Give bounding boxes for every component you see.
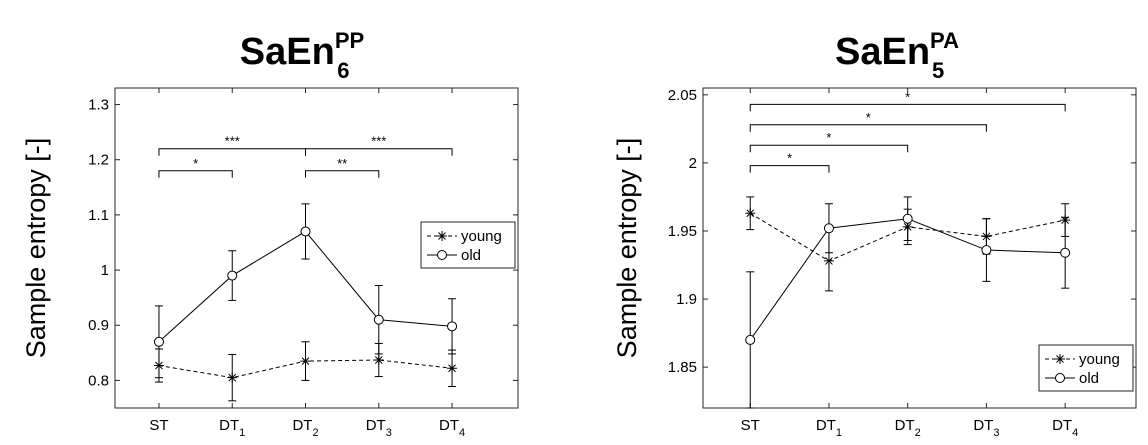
chart-panel-2: SaEnPA 5 1.85 1.9 1.95 2 2.05 Sample entropy [-… [612,28,1137,439]
significance-label: ** [337,156,347,171]
bracket-line [158,148,307,156]
significance-label: * [193,156,198,171]
x-tick-label: DT4 [1052,417,1078,439]
legend-box [420,221,516,269]
legend-box [1038,344,1134,392]
x-tick-label: DT1 [219,417,245,439]
series-old [745,196,1071,409]
significance-label: *** [371,134,386,149]
x-tick-label: DT4 [439,417,465,439]
data-point [227,270,238,281]
y-tick-label: 1.95 [668,223,697,240]
x-tick-label: ST [149,417,168,434]
legend-marker [1055,373,1065,383]
x-tick-label: ST [741,417,760,434]
significance-label: * [826,130,831,145]
legend-label: old [461,247,481,264]
y-tick-label: 2 [689,155,697,172]
plot-area [114,87,519,409]
x-tick-label: DT2 [895,417,921,439]
data-point [227,372,238,383]
data-point [902,213,913,224]
significance-bracket: *** [305,134,453,156]
data-point [153,336,164,347]
data-point [823,255,834,266]
data-point [981,245,992,256]
y-tick-label: 0.9 [88,317,109,334]
legend: young old [1038,344,1134,392]
y-tick-label: 1.3 [88,97,109,114]
bracket-line [749,103,1066,112]
bracket-line [749,165,830,173]
y-tick-label: 1 [101,262,109,279]
data-point [745,334,756,345]
y-tick-label: 1.85 [668,359,697,376]
legend-label: young [1079,351,1120,368]
legend-marker [437,250,447,260]
data-point [373,355,384,365]
data-point [1060,247,1071,258]
data-point [447,321,458,332]
bracket-line [749,124,987,132]
legend: young old [420,221,516,269]
y-tick-label: 2.05 [668,87,697,104]
significance-bracket: * [749,130,909,153]
x-tick-label: DT2 [292,417,318,439]
significance-bracket: * [749,89,1066,112]
x-tick-label: DT3 [366,417,392,439]
data-point [745,208,756,219]
series-young [153,341,458,402]
legend-marker [1055,354,1065,364]
significance-label: * [866,110,871,125]
y-tick-label: 1.9 [676,291,697,308]
data-point [300,226,311,237]
y-tick-label: 0.8 [88,372,109,389]
significance-bracket: * [749,110,987,132]
data-point [300,356,311,367]
x-tick-label: DT3 [973,417,999,439]
y-tick-label: 1.2 [88,152,109,169]
plot-area [702,87,1137,409]
data-point [823,223,834,234]
series-old [153,203,458,379]
data-point [373,314,384,325]
y-tick-label: 1.1 [88,207,109,224]
y-axis-label: Sample entropy [-] [21,138,51,359]
chart-title: SaEnPA 5 [835,28,959,83]
bracket-line [158,170,233,178]
bracket-line [749,144,909,153]
significance-bracket: *** [158,134,307,156]
significance-bracket: ** [305,156,380,178]
legend-label: young [461,228,502,245]
significance-label: * [905,89,910,104]
y-axis-label: Sample entropy [-] [612,138,642,359]
bracket-line [305,170,380,178]
significance-label: *** [225,134,240,149]
significance-bracket: * [158,156,233,178]
significance-bracket: * [749,151,830,173]
significance-label: * [787,151,792,166]
bracket-line [305,148,453,156]
chart-title: SaEnPP 6 [240,28,364,83]
x-tick-label: DT1 [816,417,842,439]
chart-panel-1: SaEnPP 6 0.8 0.9 1 1.1 1.2 1.3 Sample entropy [-… [21,28,519,439]
legend-label: old [1079,370,1099,387]
legend-marker [437,231,447,241]
data-point [447,363,458,374]
